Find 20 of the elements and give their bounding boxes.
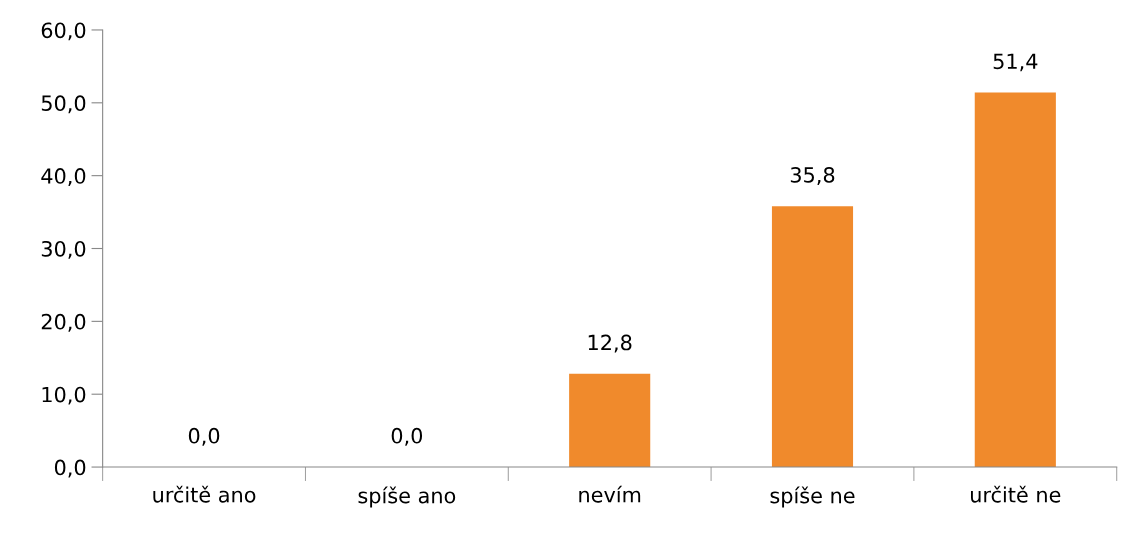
data-label: 35,8 (790, 167, 835, 185)
data-label: 0,0 (391, 427, 423, 446)
y-tick-label: 60,0 (41, 22, 86, 41)
y-tick-label: 10,0 (42, 386, 86, 405)
y-tick-label: 20,0 (41, 313, 86, 332)
y-tick-label: 50,0 (41, 95, 86, 114)
data-label: 0,0 (188, 427, 220, 446)
data-label: 51,4 (993, 53, 1038, 72)
bar (569, 373, 651, 468)
y-tick-label: 30,0 (41, 240, 86, 259)
x-tick-label: určitě ano (153, 485, 256, 503)
bar (974, 92, 1056, 468)
data-label: 12,8 (588, 334, 632, 353)
x-tick-label: určitě ne (971, 485, 1061, 503)
y-tick-label: 0,0 (54, 459, 86, 478)
x-tick-label: spíše ano (358, 486, 456, 508)
x-tick-label: nevím (579, 485, 641, 503)
y-tick-label: 40,0 (41, 168, 86, 186)
bar (771, 206, 854, 468)
x-tick-label: spíše ne (770, 486, 855, 508)
